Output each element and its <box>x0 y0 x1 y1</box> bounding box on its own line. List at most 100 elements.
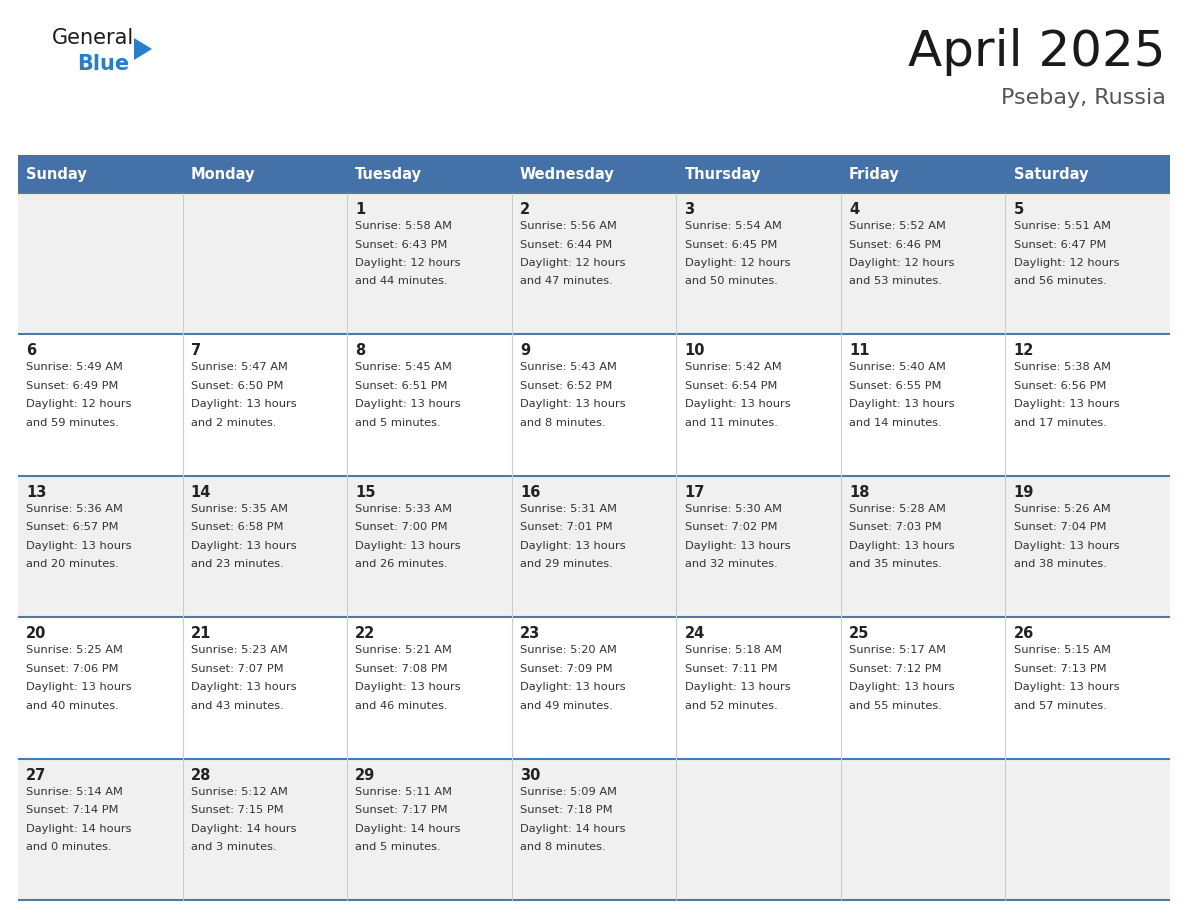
Bar <box>183 476 347 617</box>
Text: 8: 8 <box>355 343 366 358</box>
Text: Sunset: 7:09 PM: Sunset: 7:09 PM <box>520 664 613 674</box>
Text: Thursday: Thursday <box>684 166 760 182</box>
Bar <box>676 334 841 476</box>
Text: Daylight: 13 hours: Daylight: 13 hours <box>684 399 790 409</box>
Text: Daylight: 13 hours: Daylight: 13 hours <box>849 399 955 409</box>
Text: 20: 20 <box>26 626 46 641</box>
Bar <box>512 155 676 193</box>
Text: 25: 25 <box>849 626 870 641</box>
Bar <box>1005 758 1170 900</box>
Text: Daylight: 13 hours: Daylight: 13 hours <box>520 541 626 551</box>
Text: Daylight: 12 hours: Daylight: 12 hours <box>1013 258 1119 268</box>
Text: and 11 minutes.: and 11 minutes. <box>684 418 777 428</box>
Bar <box>512 476 676 617</box>
Text: Sunset: 6:43 PM: Sunset: 6:43 PM <box>355 240 448 250</box>
Text: Daylight: 12 hours: Daylight: 12 hours <box>849 258 955 268</box>
Text: Sunrise: 5:52 AM: Sunrise: 5:52 AM <box>849 221 946 231</box>
Bar <box>183 758 347 900</box>
Text: 5: 5 <box>1013 202 1024 217</box>
Text: Daylight: 14 hours: Daylight: 14 hours <box>26 823 132 834</box>
Text: 29: 29 <box>355 767 375 783</box>
Text: 4: 4 <box>849 202 859 217</box>
Bar <box>841 617 1005 758</box>
Text: Sunrise: 5:28 AM: Sunrise: 5:28 AM <box>849 504 946 514</box>
Bar <box>347 758 512 900</box>
Text: 2: 2 <box>520 202 530 217</box>
Text: and 8 minutes.: and 8 minutes. <box>520 418 606 428</box>
Text: Sunset: 7:14 PM: Sunset: 7:14 PM <box>26 805 119 815</box>
Text: and 17 minutes.: and 17 minutes. <box>1013 418 1106 428</box>
Text: Sunrise: 5:31 AM: Sunrise: 5:31 AM <box>520 504 617 514</box>
Bar <box>1005 334 1170 476</box>
Text: 13: 13 <box>26 485 46 499</box>
Text: and 26 minutes.: and 26 minutes. <box>355 559 448 569</box>
Text: Sunrise: 5:56 AM: Sunrise: 5:56 AM <box>520 221 617 231</box>
Text: Sunrise: 5:18 AM: Sunrise: 5:18 AM <box>684 645 782 655</box>
Text: and 46 minutes.: and 46 minutes. <box>355 700 448 711</box>
Text: Sunrise: 5:45 AM: Sunrise: 5:45 AM <box>355 363 453 373</box>
Text: and 43 minutes.: and 43 minutes. <box>191 700 284 711</box>
Text: Friday: Friday <box>849 166 899 182</box>
Bar <box>841 155 1005 193</box>
Text: Daylight: 13 hours: Daylight: 13 hours <box>1013 541 1119 551</box>
Text: Sunset: 7:13 PM: Sunset: 7:13 PM <box>1013 664 1106 674</box>
Bar <box>676 617 841 758</box>
Bar <box>347 334 512 476</box>
Bar <box>183 617 347 758</box>
Text: Daylight: 12 hours: Daylight: 12 hours <box>520 258 625 268</box>
Text: 22: 22 <box>355 626 375 641</box>
Text: Sunset: 7:02 PM: Sunset: 7:02 PM <box>684 522 777 532</box>
Bar <box>18 193 183 334</box>
Bar <box>1005 155 1170 193</box>
Text: Sunset: 7:18 PM: Sunset: 7:18 PM <box>520 805 613 815</box>
Text: and 3 minutes.: and 3 minutes. <box>191 842 277 852</box>
Text: 10: 10 <box>684 343 704 358</box>
Text: Sunrise: 5:54 AM: Sunrise: 5:54 AM <box>684 221 782 231</box>
Text: Sunrise: 5:15 AM: Sunrise: 5:15 AM <box>1013 645 1111 655</box>
Text: and 5 minutes.: and 5 minutes. <box>355 418 441 428</box>
Text: Sunrise: 5:11 AM: Sunrise: 5:11 AM <box>355 787 453 797</box>
Text: Sunrise: 5:38 AM: Sunrise: 5:38 AM <box>1013 363 1111 373</box>
Text: 26: 26 <box>1013 626 1034 641</box>
Text: Sunrise: 5:36 AM: Sunrise: 5:36 AM <box>26 504 124 514</box>
Text: Sunset: 6:44 PM: Sunset: 6:44 PM <box>520 240 612 250</box>
Text: and 23 minutes.: and 23 minutes. <box>191 559 284 569</box>
Text: Daylight: 14 hours: Daylight: 14 hours <box>520 823 625 834</box>
Bar <box>1005 476 1170 617</box>
Text: 7: 7 <box>191 343 201 358</box>
Text: and 57 minutes.: and 57 minutes. <box>1013 700 1106 711</box>
Bar <box>676 758 841 900</box>
Text: Daylight: 13 hours: Daylight: 13 hours <box>520 399 626 409</box>
Text: Saturday: Saturday <box>1013 166 1088 182</box>
Text: Sunset: 7:03 PM: Sunset: 7:03 PM <box>849 522 942 532</box>
Text: and 56 minutes.: and 56 minutes. <box>1013 276 1106 286</box>
Text: and 32 minutes.: and 32 minutes. <box>684 559 777 569</box>
Text: Daylight: 13 hours: Daylight: 13 hours <box>849 541 955 551</box>
Text: 27: 27 <box>26 767 46 783</box>
Text: and 29 minutes.: and 29 minutes. <box>520 559 613 569</box>
Bar <box>841 476 1005 617</box>
Text: Sunrise: 5:23 AM: Sunrise: 5:23 AM <box>191 645 287 655</box>
Text: Sunset: 7:12 PM: Sunset: 7:12 PM <box>849 664 942 674</box>
Text: Daylight: 13 hours: Daylight: 13 hours <box>684 682 790 692</box>
Text: Sunrise: 5:51 AM: Sunrise: 5:51 AM <box>1013 221 1111 231</box>
Text: 14: 14 <box>191 485 211 499</box>
Text: Daylight: 13 hours: Daylight: 13 hours <box>26 682 132 692</box>
Text: Sunrise: 5:09 AM: Sunrise: 5:09 AM <box>520 787 617 797</box>
Text: 6: 6 <box>26 343 37 358</box>
Bar <box>512 617 676 758</box>
Text: Sunset: 6:56 PM: Sunset: 6:56 PM <box>1013 381 1106 391</box>
Text: Daylight: 13 hours: Daylight: 13 hours <box>191 682 297 692</box>
Bar <box>676 155 841 193</box>
Text: Daylight: 13 hours: Daylight: 13 hours <box>1013 399 1119 409</box>
Text: Sunrise: 5:58 AM: Sunrise: 5:58 AM <box>355 221 453 231</box>
Text: Sunrise: 5:43 AM: Sunrise: 5:43 AM <box>520 363 617 373</box>
Text: Sunset: 6:45 PM: Sunset: 6:45 PM <box>684 240 777 250</box>
Text: Sunrise: 5:25 AM: Sunrise: 5:25 AM <box>26 645 124 655</box>
Text: 3: 3 <box>684 202 695 217</box>
Bar <box>841 334 1005 476</box>
Bar <box>512 334 676 476</box>
Text: Sunset: 7:07 PM: Sunset: 7:07 PM <box>191 664 284 674</box>
Text: Daylight: 14 hours: Daylight: 14 hours <box>191 823 296 834</box>
Text: Sunrise: 5:33 AM: Sunrise: 5:33 AM <box>355 504 453 514</box>
